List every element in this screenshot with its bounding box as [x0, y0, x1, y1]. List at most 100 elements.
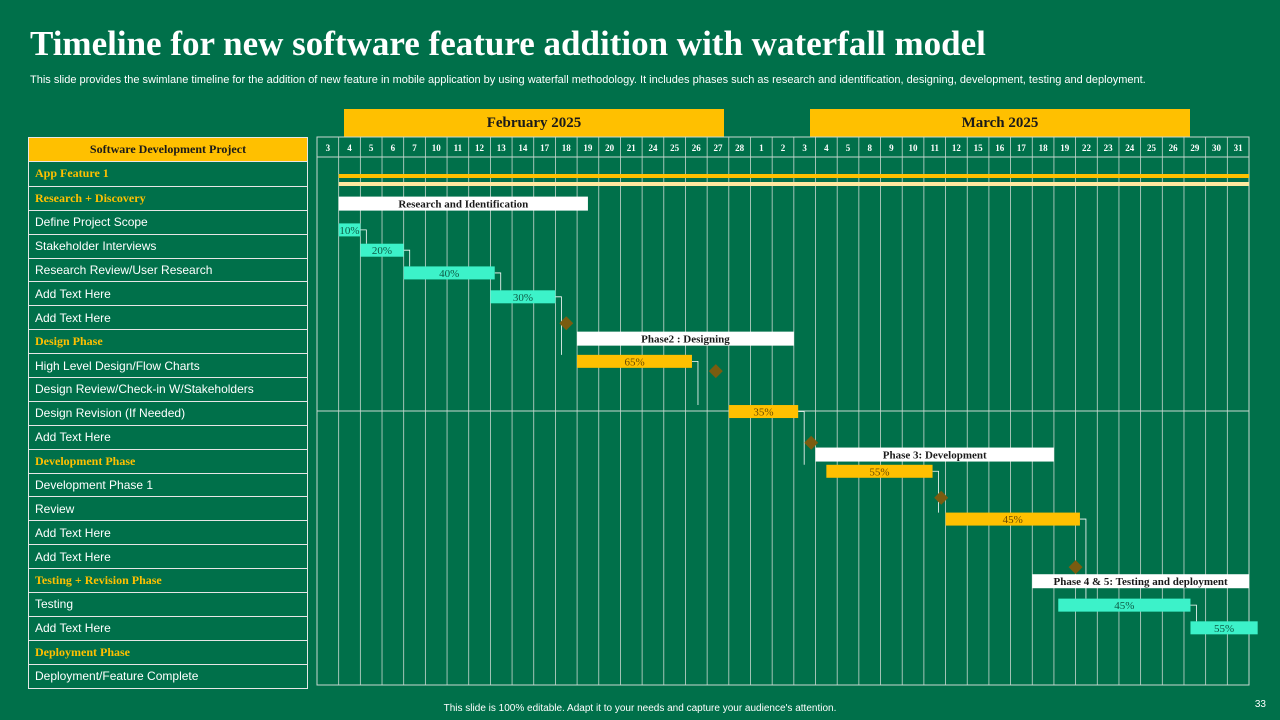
- phase-row-label: Research + Discovery: [29, 185, 307, 210]
- task-bar: [1190, 621, 1258, 635]
- page-subtitle: This slide provides the swimlane timelin…: [30, 74, 1146, 86]
- day-tick-label: 22: [1082, 143, 1092, 153]
- summary-bar: [338, 174, 1249, 178]
- task-percent-label: 10%: [339, 225, 359, 237]
- task-bar: [728, 405, 799, 419]
- task-connector: [691, 360, 699, 406]
- task-row-label: Development Phase 1: [29, 472, 307, 497]
- task-row-label: Review: [29, 496, 307, 520]
- task-row-label: Add Text Here: [29, 305, 307, 329]
- day-tick-label: 11: [930, 143, 939, 153]
- phase-row-label: App Feature 1: [35, 166, 109, 181]
- day-tick-label: 16: [995, 143, 1005, 153]
- task-connector: [403, 249, 411, 267]
- task-bar: [826, 464, 933, 478]
- day-tick-label: 12: [475, 143, 485, 153]
- day-tick-label: 2: [781, 143, 786, 153]
- task-connector: [494, 272, 502, 291]
- task-table-header: Software Development Project: [29, 138, 307, 162]
- day-tick-label: 27: [713, 143, 723, 153]
- phase-row-label: Deployment Phase: [29, 639, 307, 664]
- task-row-label: High Level Design/Flow Charts: [29, 353, 307, 377]
- task-bar: [490, 290, 556, 304]
- day-tick-label: 6: [391, 143, 396, 153]
- day-tick-label: 31: [1234, 143, 1244, 153]
- task-percent-label: 30%: [513, 292, 533, 304]
- phase-label: Phase 3: Development: [883, 450, 987, 462]
- day-tick-label: 28: [735, 143, 745, 153]
- task-bar: [945, 512, 1080, 526]
- task-row-label: Design Review/Check-in W/Stakeholders: [29, 377, 307, 401]
- phase-row-label: Design Phase: [29, 329, 307, 353]
- day-tick-label: 11: [454, 143, 463, 153]
- footer-note: This slide is 100% editable. Adapt it to…: [443, 703, 837, 714]
- phase-label: Phase2 : Designing: [641, 334, 730, 346]
- day-tick-label: 3: [802, 143, 807, 153]
- task-table: Software Development Project App Feature…: [28, 137, 308, 689]
- phase-label: Research and Identification: [398, 199, 528, 211]
- day-tick-label: 30: [1212, 143, 1222, 153]
- day-tick-label: 18: [562, 143, 572, 153]
- day-tick-label: 26: [692, 143, 702, 153]
- day-tick-label: 20: [605, 143, 615, 153]
- task-connector: [1079, 518, 1087, 599]
- day-tick-label: 4: [347, 143, 352, 153]
- day-tick-label: 29: [1190, 143, 1200, 153]
- summary-bar-light: [338, 182, 1249, 186]
- task-percent-label: 35%: [753, 407, 773, 419]
- day-tick-label: 25: [670, 143, 680, 153]
- task-row-label: Stakeholder Interviews: [29, 233, 307, 258]
- day-tick-label: 5: [369, 143, 374, 153]
- task-connector: [555, 296, 562, 355]
- task-percent-label: 45%: [1003, 514, 1023, 526]
- day-tick-label: 17: [540, 143, 550, 153]
- task-row-label: Testing: [29, 592, 307, 616]
- task-bar: [1058, 598, 1191, 612]
- task-percent-label: 45%: [1114, 600, 1134, 612]
- day-tick-label: 24: [1125, 143, 1135, 153]
- task-percent-label: 20%: [372, 245, 392, 257]
- day-tick-label: 18: [1039, 143, 1049, 153]
- task-table-body: App Feature 1 Research + Discovery Define …: [29, 162, 307, 688]
- milestone-diamond: [1068, 560, 1083, 575]
- task-bar: [360, 243, 404, 257]
- day-tick-label: 26: [1169, 143, 1179, 153]
- task-row-label: Add Text Here: [29, 281, 307, 305]
- day-tick-label: 5: [846, 143, 851, 153]
- milestone-diamond: [934, 490, 949, 505]
- phase-label-box: [338, 196, 588, 211]
- task-bar: [338, 223, 361, 237]
- month-header-march: March 2025: [810, 109, 1190, 137]
- task-row-label: Add Text Here: [29, 615, 307, 640]
- task-percent-label: 40%: [439, 268, 459, 280]
- task-row-label: Research Review/User Research: [29, 257, 307, 282]
- phase-label-box: [1032, 574, 1249, 589]
- task-connector: [932, 470, 939, 513]
- phase-label-box: [577, 331, 794, 346]
- day-tick-label: 1: [759, 143, 764, 153]
- milestone-diamond: [559, 316, 574, 331]
- task-bar: [577, 354, 692, 368]
- day-tick-label: 21: [627, 143, 637, 153]
- task-connector: [798, 411, 805, 465]
- phase-label: Phase 4 & 5: Testing and deployment: [1054, 576, 1229, 588]
- day-tick-label: 7: [412, 143, 417, 153]
- day-tick-label: 10: [432, 143, 442, 153]
- phase-row-label: Testing + Revision Phase: [29, 568, 307, 592]
- day-tick-label: 19: [583, 143, 593, 153]
- task-percent-label: 55%: [1214, 623, 1234, 635]
- day-tick-label: 25: [1147, 143, 1157, 153]
- task-row-label: Deployment/Feature Complete: [29, 663, 307, 688]
- task-row-label: Design Revision (If Needed): [29, 400, 307, 425]
- day-tick-label: 17: [1017, 143, 1027, 153]
- day-tick-label: 19: [1060, 143, 1070, 153]
- day-tick-label: 14: [518, 143, 528, 153]
- day-tick-label: 24: [648, 143, 658, 153]
- task-row-label: Add Text Here: [29, 520, 307, 544]
- phase-label-box: [815, 447, 1054, 462]
- milestone-diamond: [708, 364, 723, 379]
- month-header-february: February 2025: [344, 109, 724, 137]
- day-tick-label: 13: [497, 143, 507, 153]
- task-percent-label: 65%: [624, 356, 644, 368]
- page-number: 33: [1254, 699, 1266, 710]
